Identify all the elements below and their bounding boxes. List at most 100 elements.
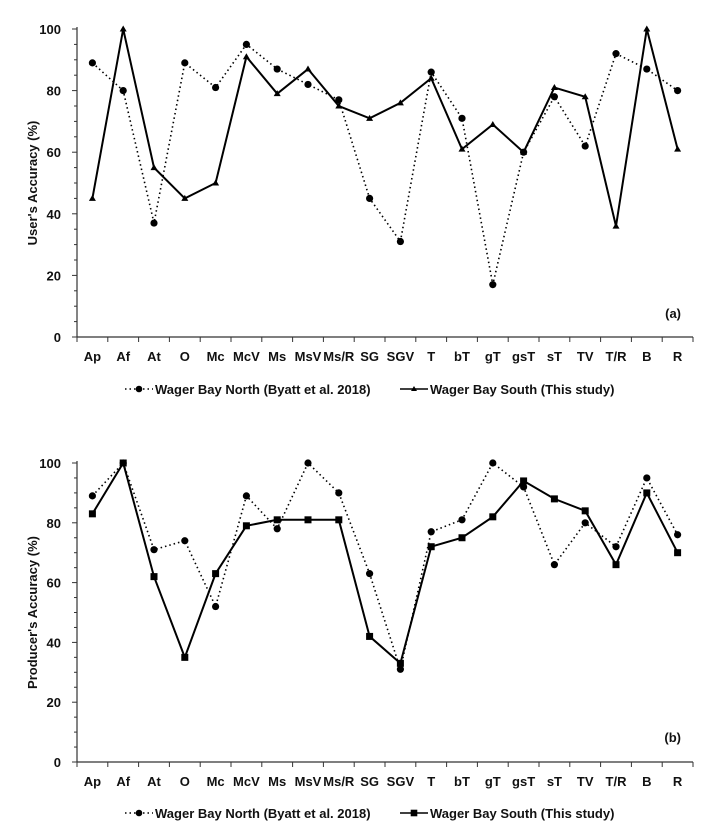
data-point — [489, 281, 497, 289]
data-point — [181, 653, 189, 661]
x-tick-label: T — [427, 349, 435, 364]
x-tick-label: gsT — [512, 774, 535, 789]
data-point — [181, 59, 189, 67]
data-point — [242, 492, 250, 500]
x-tick-label: Mc — [207, 349, 225, 364]
data-point — [366, 570, 374, 578]
x-tick-label: B — [642, 349, 651, 364]
data-point — [273, 525, 281, 533]
x-tick-label: gT — [485, 774, 501, 789]
y-tick-label: 60 — [47, 576, 61, 591]
legend-label: Wager Bay North (Byatt et al. 2018) — [155, 382, 371, 397]
data-point — [550, 495, 558, 503]
data-point — [181, 194, 189, 201]
legend-marker — [410, 809, 418, 817]
data-point — [674, 145, 682, 152]
data-point — [458, 145, 466, 152]
legend-item: Wager Bay North (Byatt et al. 2018) — [125, 382, 371, 397]
series-line — [91, 460, 679, 666]
legend-item: Wager Bay North (Byatt et al. 2018) — [125, 806, 371, 821]
data-point — [119, 459, 127, 467]
x-tick-label: TV — [577, 349, 594, 364]
y-axis-title: User's Accuracy (%) — [25, 121, 40, 246]
data-point — [150, 219, 158, 227]
x-tick-label: McV — [233, 349, 260, 364]
data-point — [520, 477, 528, 485]
panel-label: (a) — [665, 306, 681, 321]
y-axis-title: Producer's Accuracy (%) — [25, 536, 40, 689]
x-tick-label: Ms/R — [323, 774, 355, 789]
data-point — [550, 561, 559, 569]
data-point — [550, 93, 559, 101]
data-point — [335, 489, 343, 497]
panel-label: (b) — [664, 730, 681, 745]
x-tick-label: Ms/R — [323, 349, 355, 364]
data-point — [273, 516, 281, 524]
data-point — [242, 40, 250, 49]
data-point — [150, 164, 158, 171]
data-point — [643, 489, 651, 497]
data-point — [612, 561, 620, 569]
data-point — [366, 194, 374, 202]
data-point — [612, 222, 620, 229]
data-point — [88, 194, 96, 201]
data-point — [273, 65, 281, 73]
data-point — [304, 459, 312, 467]
x-tick-label: Ap — [84, 774, 101, 789]
series-south — [88, 25, 682, 229]
x-tick-label: SGV — [387, 349, 415, 364]
data-point — [427, 528, 435, 536]
legend-item: Wager Bay South (This study) — [400, 382, 614, 397]
x-tick-label: Mc — [207, 774, 225, 789]
data-point — [396, 237, 404, 246]
y-tick-label: 20 — [47, 695, 61, 710]
x-tick-label: Af — [116, 349, 130, 364]
legend-label: Wager Bay South (This study) — [430, 806, 614, 821]
legend-marker — [135, 809, 143, 817]
x-tick-label: TV — [577, 774, 594, 789]
series-north — [88, 459, 682, 673]
data-point — [550, 84, 558, 91]
x-tick-label: gT — [485, 349, 501, 364]
x-tick-label: At — [147, 774, 161, 789]
y-tick-label: 100 — [39, 456, 61, 471]
data-point — [643, 65, 651, 73]
data-point — [458, 534, 466, 542]
data-point — [150, 546, 158, 554]
x-tick-label: Ms — [268, 774, 286, 789]
legend-label: Wager Bay North (Byatt et al. 2018) — [155, 806, 371, 821]
x-tick-label: O — [180, 349, 190, 364]
data-point — [88, 492, 96, 500]
x-tick-label: MsV — [295, 774, 322, 789]
data-point — [520, 483, 528, 491]
data-point — [458, 516, 466, 524]
x-tick-label: SG — [360, 349, 379, 364]
legend-marker — [411, 386, 417, 391]
data-point — [612, 50, 620, 58]
x-tick-label: sT — [547, 774, 562, 789]
series-line — [91, 28, 679, 227]
data-point — [427, 74, 435, 81]
data-point — [150, 573, 158, 581]
data-point — [88, 59, 96, 67]
x-tick-label: R — [673, 349, 683, 364]
x-tick-label: SG — [360, 774, 379, 789]
series-south — [88, 459, 682, 667]
data-point — [212, 602, 220, 611]
data-point — [335, 102, 343, 109]
data-point — [489, 513, 497, 521]
legend: Wager Bay North (Byatt et al. 2018) Wager… — [125, 382, 614, 397]
y-tick-label: 40 — [47, 635, 61, 650]
x-tick-label: Ap — [84, 349, 101, 364]
data-point — [489, 120, 497, 127]
y-tick-label: 0 — [54, 330, 61, 345]
data-point — [643, 474, 651, 482]
y-tick-label: 100 — [39, 22, 61, 37]
data-point — [396, 659, 404, 667]
data-point — [674, 531, 682, 539]
data-point — [612, 543, 620, 551]
series-north — [88, 40, 682, 289]
